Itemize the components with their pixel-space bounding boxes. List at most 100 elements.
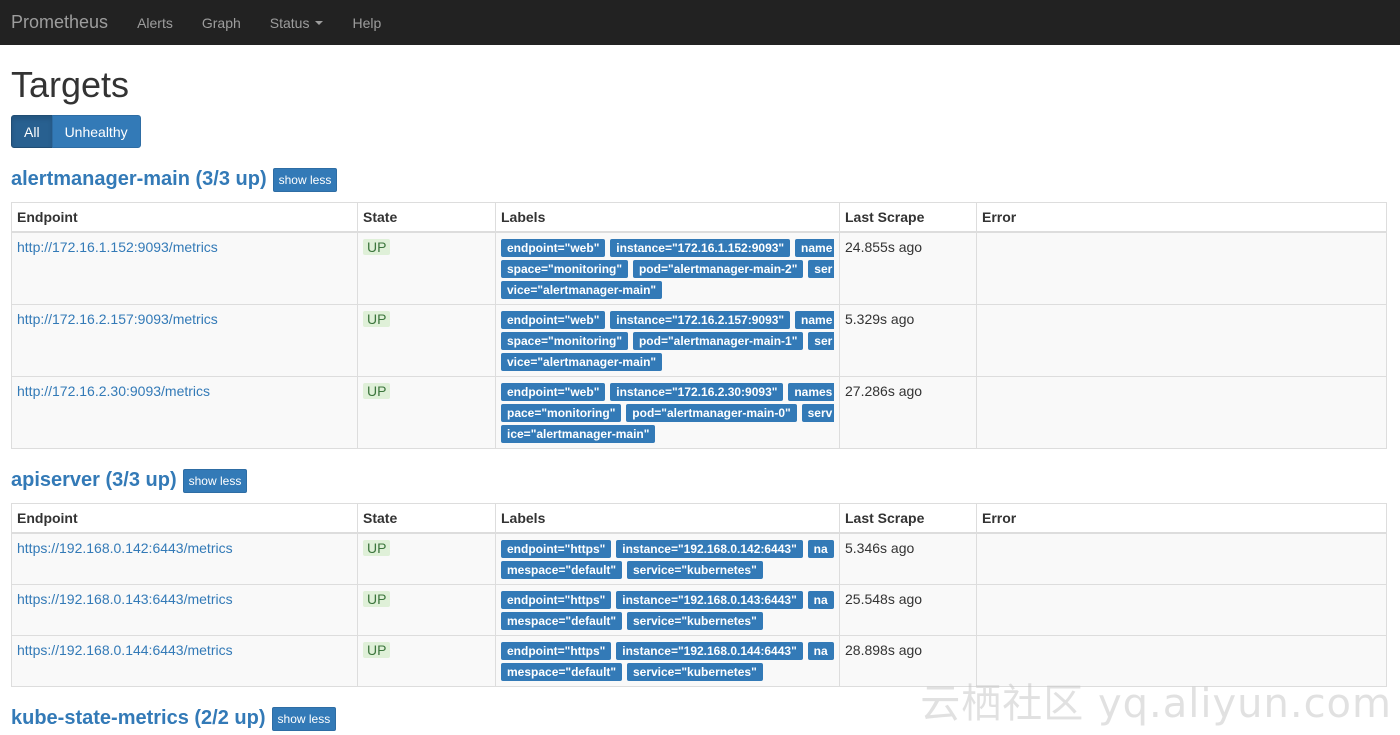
column-header-last-scrape: Last Scrape xyxy=(839,201,977,233)
state-badge: UP xyxy=(363,382,391,399)
show-less-button[interactable]: show less xyxy=(271,706,337,731)
endpoint-cell: https://192.168.0.143:6443/metrics xyxy=(11,583,358,636)
label-badge: endpoint="web" xyxy=(501,310,606,329)
label-badge: instance="172.16.2.157:9093" xyxy=(610,310,791,329)
top-navbar: Prometheus Alerts Graph Status Help xyxy=(0,0,1400,45)
table-row: http://172.16.1.152:9093/metrics UP endpoi… xyxy=(11,231,1387,305)
column-header-labels: Labels xyxy=(495,502,840,534)
label-badge: endpoint="web" xyxy=(501,382,606,401)
endpoint-link[interactable]: https://192.168.0.144:6443/metrics xyxy=(17,641,233,658)
job-header: alertmanager-main (3/3 up) show less xyxy=(11,167,1389,192)
labels-container: endpoint="web" instance="172.16.2.157:90… xyxy=(501,309,834,372)
job-title[interactable]: apiserver (3/3 up) xyxy=(11,469,177,492)
label-badge: service="kubernetes" xyxy=(626,662,763,681)
filter-unhealthy-button[interactable]: Unhealthy xyxy=(51,114,141,148)
filter-button-group: All Unhealthy xyxy=(11,114,141,148)
state-cell: UP xyxy=(357,303,496,377)
last-scrape-cell: 27.286s ago xyxy=(839,375,977,449)
endpoint-link[interactable]: http://172.16.2.157:9093/metrics xyxy=(17,310,218,327)
endpoint-link[interactable]: http://172.16.2.30:9093/metrics xyxy=(17,382,211,399)
brand-link[interactable]: Prometheus xyxy=(11,12,109,32)
jobs-list: alertmanager-main (3/3 up) show less Endpo… xyxy=(11,167,1389,731)
label-badge: pod="alertmanager-main-1" xyxy=(632,331,804,350)
endpoint-link[interactable]: http://172.16.1.152:9093/metrics xyxy=(17,238,218,255)
targets-table: Endpoint State Labels Last Scrape Error https… xyxy=(11,502,1387,687)
state-cell: UP xyxy=(357,375,496,449)
column-header-last-scrape: Last Scrape xyxy=(839,502,977,534)
state-badge: UP xyxy=(363,590,391,607)
page-title: Targets xyxy=(11,64,130,105)
labels-container: endpoint="https" instance="192.168.0.144… xyxy=(501,640,834,682)
label-badge: instance="172.16.1.152:9093" xyxy=(610,238,791,257)
error-cell xyxy=(976,231,1387,305)
error-cell xyxy=(976,634,1387,687)
column-header-error: Error xyxy=(976,502,1387,534)
state-badge: UP xyxy=(363,539,391,556)
last-scrape-cell: 5.329s ago xyxy=(839,303,977,377)
column-header-state: State xyxy=(357,201,496,233)
label-badge: instance="192.168.0.143:6443" xyxy=(616,590,803,609)
caret-down-icon xyxy=(315,20,324,25)
labels-cell: endpoint="https" instance="192.168.0.143… xyxy=(495,583,840,636)
label-badge: instance="192.168.0.144:6443" xyxy=(616,641,803,660)
table-row: http://172.16.2.157:9093/metrics UP endpoi… xyxy=(11,303,1387,377)
error-cell xyxy=(976,375,1387,449)
labels-container: endpoint="https" instance="192.168.0.142… xyxy=(501,538,834,580)
labels-container: endpoint="web" instance="172.16.2.30:909… xyxy=(501,381,834,444)
label-badge: endpoint="https" xyxy=(501,539,612,558)
label-badge: endpoint="https" xyxy=(501,590,612,609)
column-header-labels: Labels xyxy=(495,201,840,233)
label-badge: pod="alertmanager-main-2" xyxy=(632,259,804,278)
show-less-button[interactable]: show less xyxy=(182,468,248,493)
endpoint-cell: http://172.16.2.157:9093/metrics xyxy=(11,303,358,377)
label-badge: endpoint="web" xyxy=(501,238,606,257)
state-badge: UP xyxy=(363,310,391,327)
job-header: kube-state-metrics (2/2 up) show less xyxy=(11,706,1389,731)
labels-cell: endpoint="web" instance="172.16.1.152:90… xyxy=(495,231,840,305)
label-badge: instance="172.16.2.30:9093" xyxy=(610,382,784,401)
nav-alerts[interactable]: Alerts xyxy=(137,14,173,31)
label-badge: instance="192.168.0.142:6443" xyxy=(616,539,803,558)
endpoint-link[interactable]: https://192.168.0.142:6443/metrics xyxy=(17,539,233,556)
job-title[interactable]: kube-state-metrics (2/2 up) xyxy=(11,707,266,730)
last-scrape-cell: 24.855s ago xyxy=(839,231,977,305)
targets-table: Endpoint State Labels Last Scrape Error http:… xyxy=(11,201,1387,449)
state-cell: UP xyxy=(357,532,496,585)
job-title[interactable]: alertmanager-main (3/3 up) xyxy=(11,168,267,191)
state-badge: UP xyxy=(363,238,391,255)
table-row: https://192.168.0.144:6443/metrics UP endp… xyxy=(11,634,1387,687)
endpoint-link[interactable]: https://192.168.0.143:6443/metrics xyxy=(17,590,233,607)
error-cell xyxy=(976,583,1387,636)
endpoint-cell: https://192.168.0.142:6443/metrics xyxy=(11,532,358,585)
state-badge: UP xyxy=(363,641,391,658)
show-less-button[interactable]: show less xyxy=(272,167,338,192)
labels-cell: endpoint="web" instance="172.16.2.30:909… xyxy=(495,375,840,449)
error-cell xyxy=(976,532,1387,585)
state-cell: UP xyxy=(357,583,496,636)
table-row: https://192.168.0.142:6443/metrics UP endp… xyxy=(11,532,1387,585)
label-badge: service="kubernetes" xyxy=(626,611,763,630)
column-header-endpoint: Endpoint xyxy=(11,201,358,233)
nav-graph[interactable]: Graph xyxy=(201,14,241,31)
column-header-endpoint: Endpoint xyxy=(11,502,358,534)
state-cell: UP xyxy=(357,634,496,687)
last-scrape-cell: 25.548s ago xyxy=(839,583,977,636)
labels-container: endpoint="web" instance="172.16.1.152:90… xyxy=(501,237,834,300)
label-badge: service="kubernetes" xyxy=(626,560,763,579)
label-badge: endpoint="https" xyxy=(501,641,612,660)
last-scrape-cell: 28.898s ago xyxy=(839,634,977,687)
endpoint-cell: https://192.168.0.144:6443/metrics xyxy=(11,634,358,687)
last-scrape-cell: 5.346s ago xyxy=(839,532,977,585)
labels-cell: endpoint="https" instance="192.168.0.144… xyxy=(495,634,840,687)
label-badge: pod="alertmanager-main-0" xyxy=(626,403,797,422)
table-row: http://172.16.2.30:9093/metrics UP endpoin… xyxy=(11,375,1387,449)
error-cell xyxy=(976,303,1387,377)
column-header-error: Error xyxy=(976,201,1387,233)
labels-cell: endpoint="https" instance="192.168.0.142… xyxy=(495,532,840,585)
filter-all-button[interactable]: All xyxy=(11,114,53,148)
nav-status-dropdown[interactable]: Status xyxy=(270,15,324,31)
main-container: Targets All Unhealthy alertmanager-main … xyxy=(0,65,1400,731)
endpoint-cell: http://172.16.2.30:9093/metrics xyxy=(11,375,358,449)
nav-help[interactable]: Help xyxy=(352,14,382,31)
nav-status-label: Status xyxy=(269,14,310,31)
